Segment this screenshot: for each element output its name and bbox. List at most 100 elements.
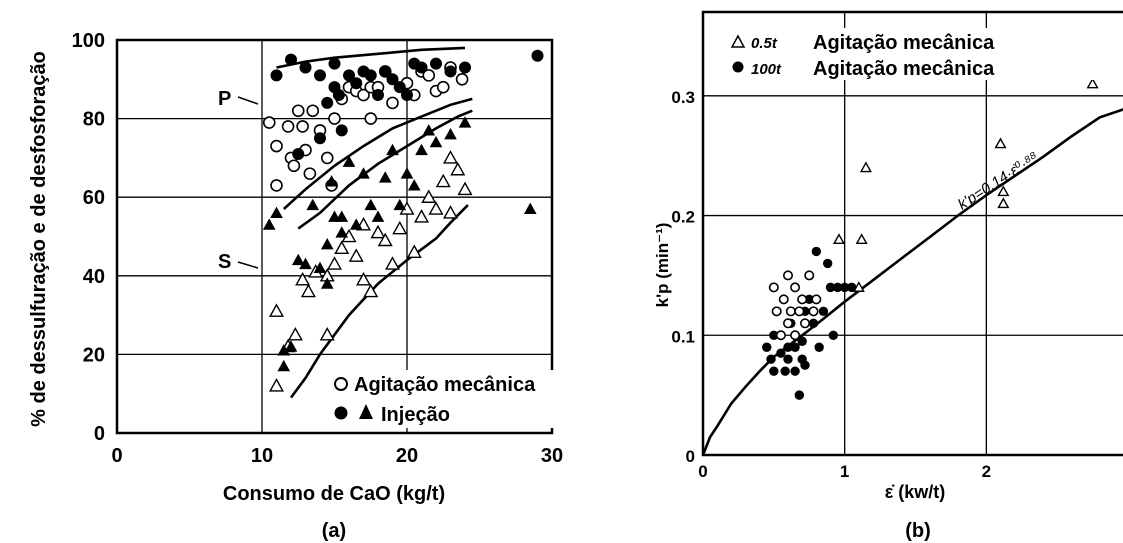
- a-point-open-triangle: [295, 271, 311, 286]
- b-point-open-circle: [785, 306, 796, 317]
- a-point-open-circle: [320, 151, 334, 165]
- b-point-open-circle: [778, 294, 789, 305]
- y-axis-title-b: k'p (min⁻¹): [653, 223, 672, 308]
- b-y-tick-label: 0: [686, 447, 695, 466]
- b-point-filled-circle: [832, 282, 843, 293]
- b-point-open-circle: [790, 330, 801, 341]
- b-point-filled-circle: [769, 366, 779, 376]
- tick-labels-a: 0 10 20 30 0 20 40 60 80 100: [72, 30, 564, 467]
- a-point-filled-triangle: [306, 198, 320, 211]
- b-point-open-triangle: [997, 197, 1010, 209]
- a-point-open-circle: [270, 179, 283, 192]
- points-b: [762, 77, 1099, 400]
- a-point-open-triangle: [435, 173, 451, 188]
- curve-arrow-s: [237, 261, 259, 269]
- b-point-open-triangle: [994, 137, 1007, 149]
- y-axis-title-a: % de dessulfuração e de desfosforação: [28, 51, 50, 427]
- b-x-tick-label: 1: [840, 462, 849, 481]
- a-point-open-circle: [270, 139, 283, 153]
- a-point-open-circle: [291, 104, 305, 118]
- a-point-open-triangle: [377, 232, 393, 247]
- a-point-filled-triangle: [270, 206, 283, 218]
- a-point-filled-circle: [444, 65, 457, 78]
- a-point-filled-circle: [350, 77, 363, 90]
- a-point-filled-triangle: [349, 218, 363, 230]
- a-point-filled-circle: [343, 69, 355, 82]
- b-point-filled-circle: [814, 342, 824, 352]
- b-y-tick-label: 0.1: [671, 327, 695, 346]
- a-point-filled-circle: [364, 69, 377, 82]
- plot-frame-b: [701, 10, 1123, 457]
- a-point-open-circle: [262, 116, 276, 129]
- a-point-open-triangle: [363, 283, 379, 298]
- a-point-open-circle: [436, 80, 450, 94]
- a-point-filled-triangle: [371, 210, 385, 222]
- a-y-tick-label: 80: [83, 109, 105, 131]
- a-point-filled-circle: [415, 61, 428, 74]
- curves-a: [276, 46, 473, 399]
- a-x-tick-label: 10: [251, 445, 273, 467]
- a-point-filled-triangle: [277, 344, 291, 356]
- a-point-open-triangle: [421, 189, 437, 203]
- a-point-open-triangle: [334, 240, 350, 255]
- legend-a-open-label: Agitação mecânica: [354, 374, 536, 396]
- b-point-open-circle: [804, 270, 815, 281]
- b-point-filled-circle: [790, 366, 800, 376]
- b-point-filled-circle: [766, 354, 776, 364]
- a-y-tick-label: 40: [83, 266, 105, 288]
- a-point-filled-circle: [459, 61, 471, 74]
- a-point-filled-triangle: [320, 277, 334, 289]
- a-x-tick-label: 30: [541, 445, 563, 467]
- legend-a-background: [332, 370, 622, 428]
- points-a: [262, 49, 544, 392]
- b-point-open-circle: [775, 330, 786, 341]
- a-point-open-triangle: [355, 271, 372, 286]
- legend-b-background: [722, 28, 1102, 80]
- a-point-open-circle: [386, 96, 399, 110]
- b-point-filled-circle: [828, 330, 839, 340]
- panel-label-a: (a): [322, 520, 346, 542]
- b-point-open-circle: [811, 294, 822, 305]
- b-point-filled-circle: [808, 318, 819, 328]
- legend-b-filled-circle: [732, 61, 744, 73]
- a-point-open-triangle: [326, 256, 343, 270]
- a-point-filled-circle: [335, 124, 348, 137]
- a-point-filled-triangle: [335, 226, 349, 238]
- b-point-open-circle: [790, 282, 801, 293]
- a-point-filled-triangle: [429, 135, 443, 148]
- b-point-open-triangle: [859, 161, 872, 173]
- a-point-filled-triangle: [386, 143, 399, 156]
- a-point-filled-circle: [393, 81, 406, 94]
- b-point-open-circle: [782, 270, 793, 281]
- plot-frame-a: [115, 38, 554, 435]
- legend-b-open-size: 0.5t: [751, 35, 778, 52]
- b-point-filled-circle: [804, 294, 814, 305]
- a-x-tick-label: 20: [396, 445, 418, 467]
- legend-a-filled-triangle: [359, 404, 373, 419]
- legend-b-open-label: Agitação mecânica: [813, 32, 995, 54]
- a-point-filled-triangle: [284, 340, 298, 352]
- b-point-filled-circle: [794, 390, 805, 400]
- b-point-filled-circle: [822, 258, 833, 269]
- a-y-tick-label: 20: [83, 344, 105, 366]
- b-x-tick-label: 0: [698, 462, 707, 481]
- a-curve-3: [289, 204, 469, 399]
- a-point-open-circle: [296, 120, 309, 133]
- panel-label-b: (b): [905, 520, 931, 542]
- a-point-open-triangle: [457, 181, 473, 196]
- a-point-filled-triangle: [291, 253, 305, 266]
- a-point-filled-circle: [299, 61, 312, 74]
- chart-a: 0 10 20 30 0 20 40 60 80 100 P S Agitação mecânic…: [28, 30, 622, 542]
- a-point-open-triangle: [442, 205, 459, 219]
- a-point-filled-triangle: [444, 127, 457, 140]
- curve-label-s: S: [218, 251, 231, 273]
- b-point-filled-circle: [780, 366, 790, 376]
- a-point-open-circle: [303, 167, 317, 180]
- a-point-open-triangle: [450, 161, 466, 176]
- b-point-open-triangle: [855, 233, 868, 245]
- b-point-open-circle: [808, 306, 819, 317]
- a-point-filled-triangle: [378, 171, 392, 183]
- a-y-tick-label: 0: [94, 423, 105, 445]
- b-point-filled-circle: [783, 354, 793, 364]
